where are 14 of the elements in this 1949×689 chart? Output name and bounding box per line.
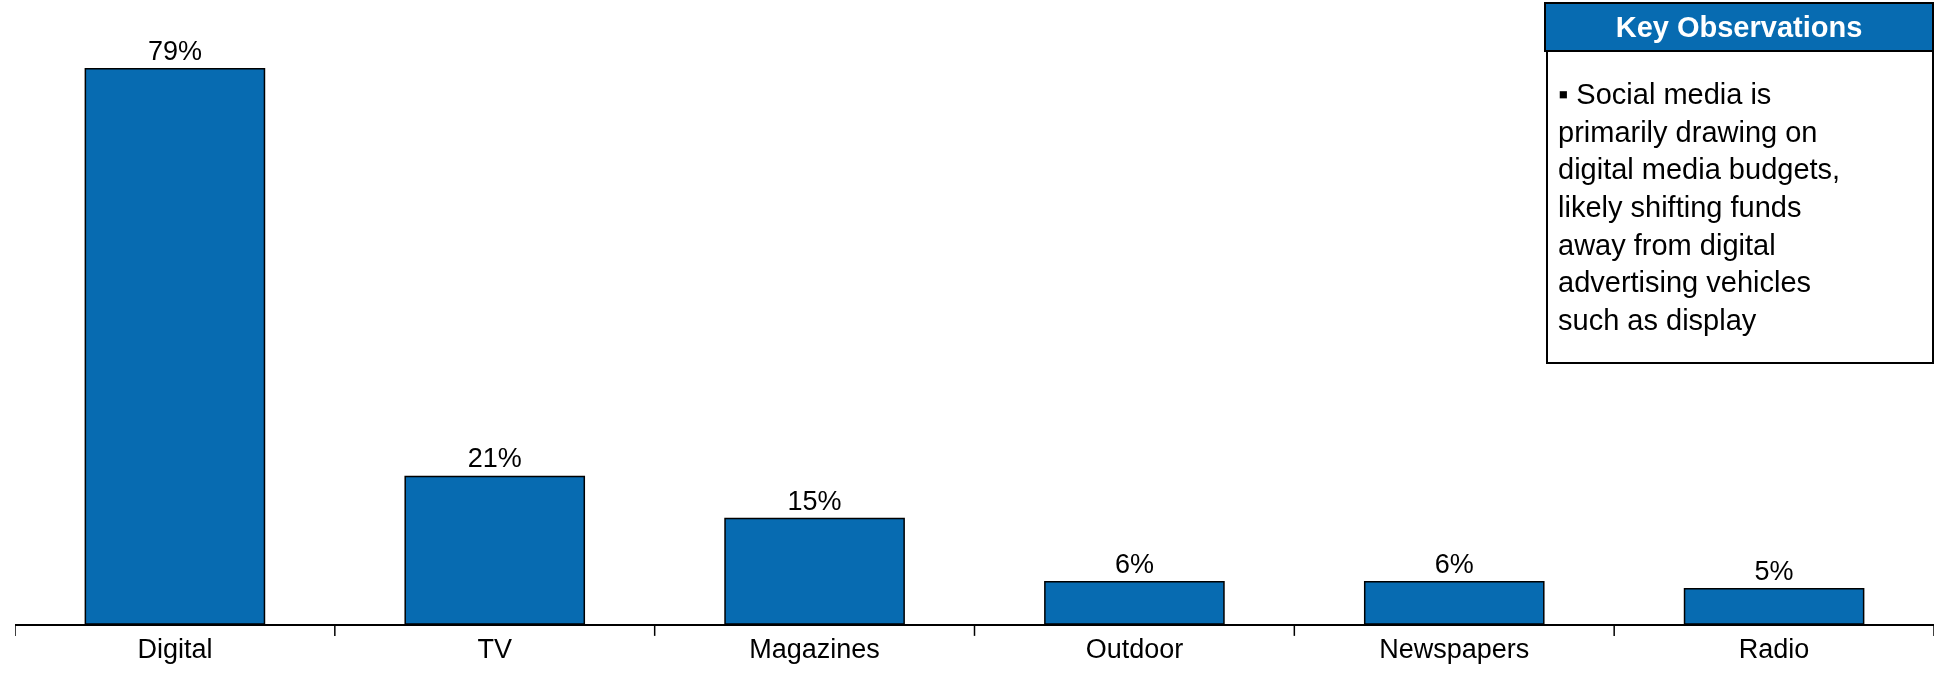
data-label: 21% xyxy=(467,443,522,474)
data-label: 6% xyxy=(1114,548,1154,579)
data-label: 15% xyxy=(787,485,842,516)
x-tick-label: Radio xyxy=(1738,634,1810,665)
x-tick-label: Newspapers xyxy=(1379,634,1530,665)
x-tick-label: Magazines xyxy=(749,634,880,665)
data-label: 6% xyxy=(1434,548,1474,579)
annotation: ▪ Social media is primarily drawing on digital media budgets, likely shifting funds away from digital advertising vehicles such as display xyxy=(1558,77,1841,337)
text: Key Observations xyxy=(1615,11,1863,43)
data-label: 5% xyxy=(1754,555,1794,586)
x-tick-label: TV xyxy=(477,634,513,665)
x-tick-label: Outdoor xyxy=(1085,634,1184,665)
data-label: 79% xyxy=(147,35,202,66)
x-tick-label: Digital xyxy=(137,634,213,665)
